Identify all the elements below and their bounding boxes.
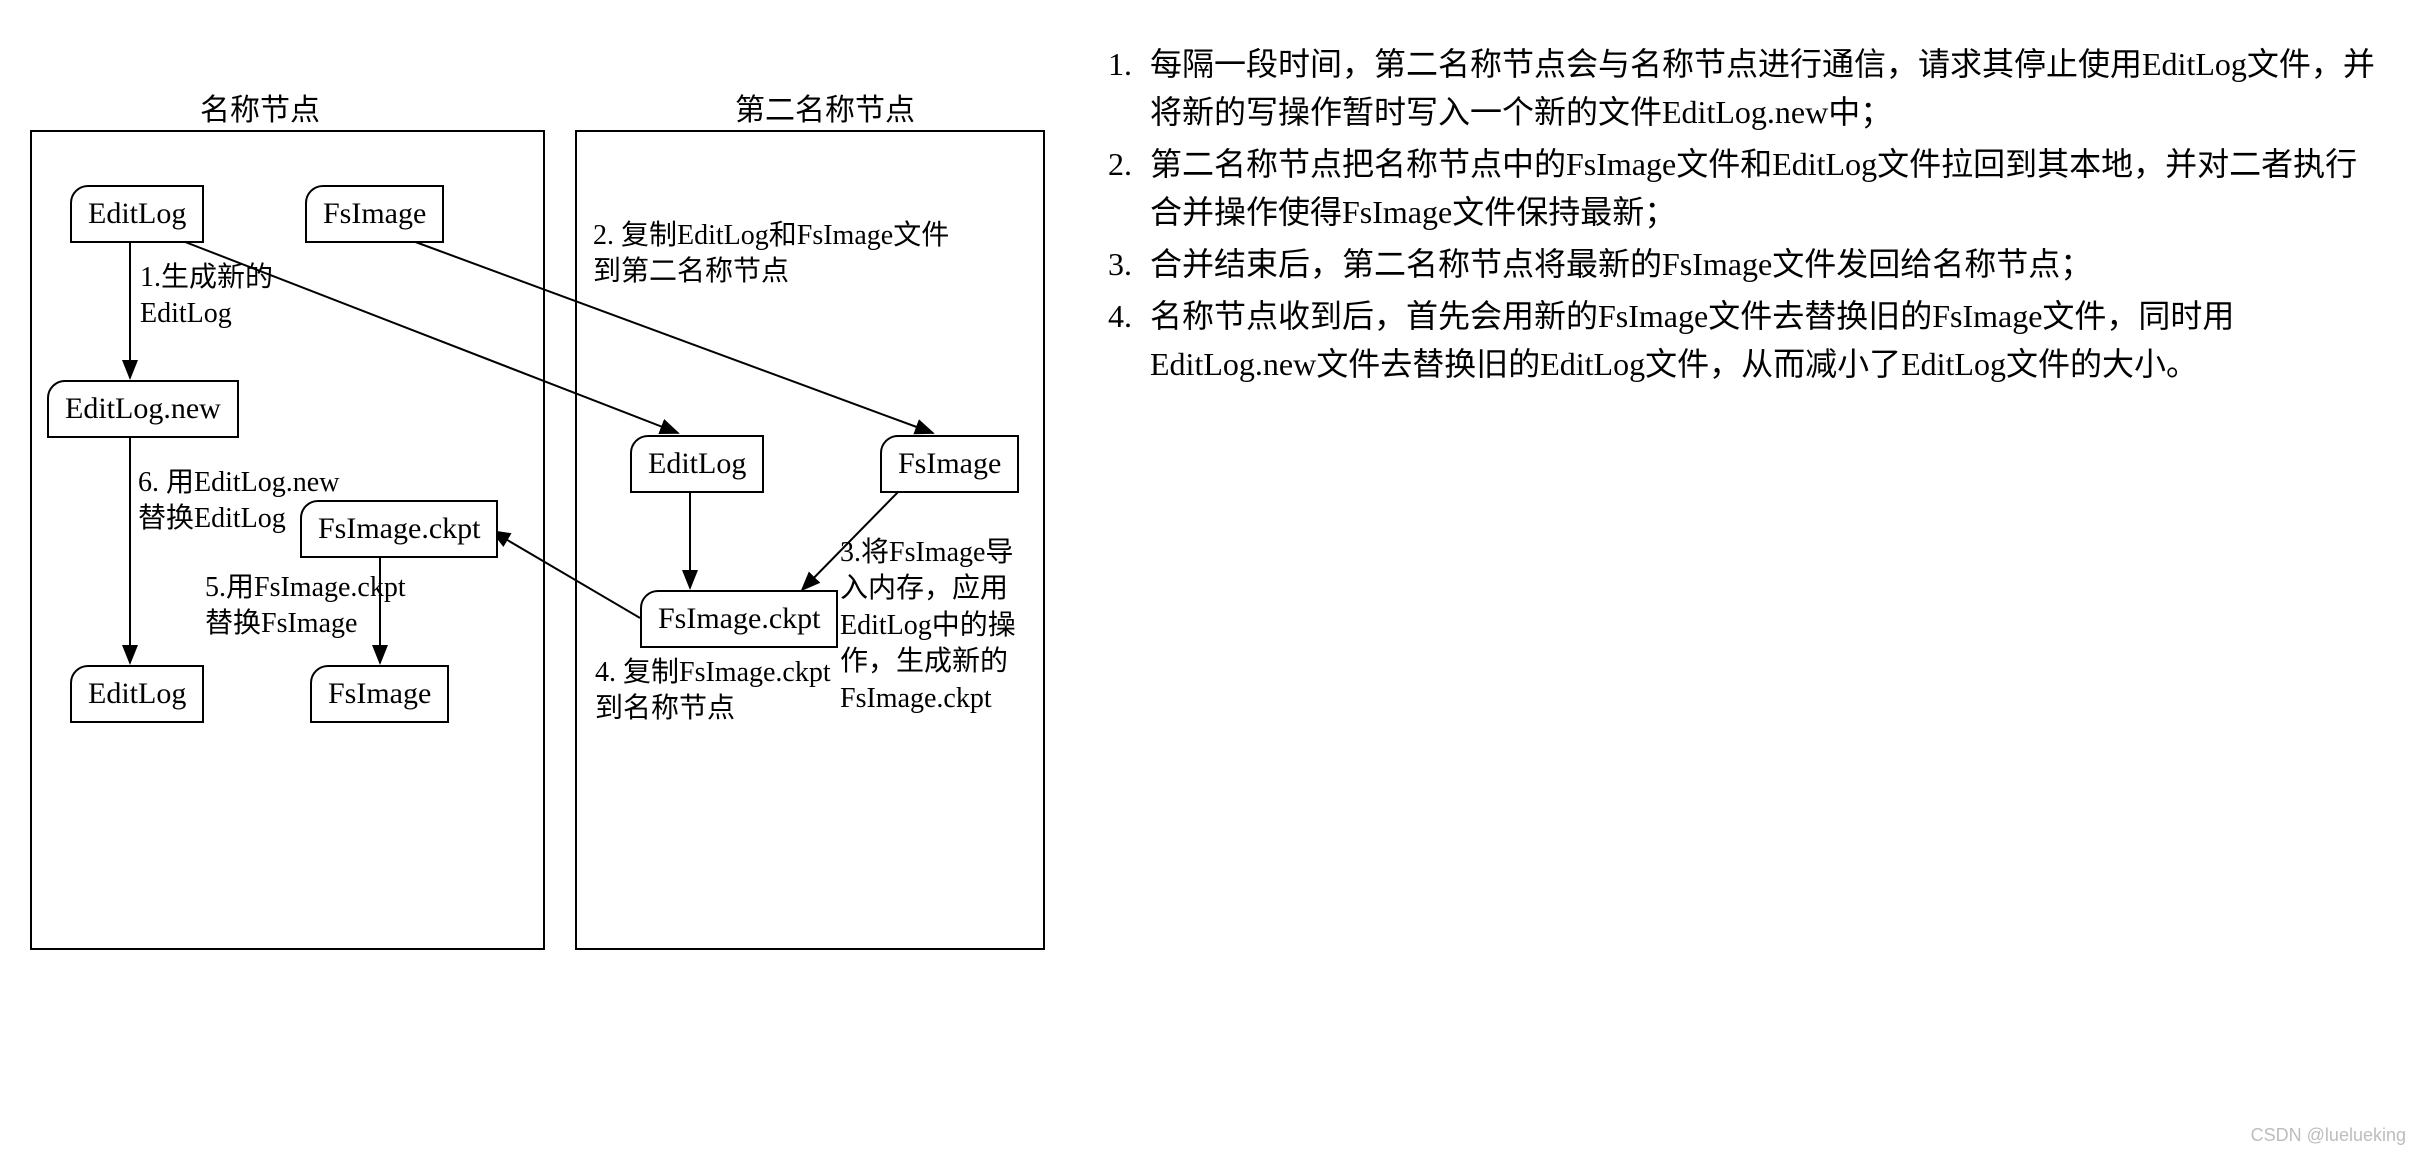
step-item-4: 名称节点收到后，首先会用新的FsImage文件去替换旧的FsImage文件，同时… <box>1140 292 2385 388</box>
label-step6-a: 6. 用EditLog.new <box>138 467 339 498</box>
node-fsimage-top: FsImage <box>305 185 444 243</box>
label-step1: 1.生成新的 EditLog <box>140 260 273 333</box>
label-step3-e: FsImage.ckpt <box>840 683 992 714</box>
label-step2-a: 2. 复制EditLog和FsImage文件 <box>593 220 949 251</box>
label-step4-b: 到名称节点 <box>595 693 735 724</box>
node-editlog-bottom: EditLog <box>70 665 204 723</box>
steps-panel: 每隔一段时间，第二名称节点会与名称节点进行通信，请求其停止使用EditLog文件… <box>1085 40 2385 392</box>
node-fsimage-right: FsImage <box>880 435 1019 493</box>
node-fsimage-bottom: FsImage <box>310 665 449 723</box>
label-step2: 2. 复制EditLog和FsImage文件 到第二名称节点 <box>593 218 949 291</box>
label-step3: 3.将FsImage导 入内存，应用 EditLog中的操 作，生成新的 FsI… <box>840 535 1016 717</box>
label-step6-b: 替换EditLog <box>138 503 286 534</box>
panel-right-title: 第二名称节点 <box>735 85 915 129</box>
step-item-2: 第二名称节点把名称节点中的FsImage文件和EditLog文件拉回到其本地，并… <box>1140 140 2385 236</box>
steps-list: 每隔一段时间，第二名称节点会与名称节点进行通信，请求其停止使用EditLog文件… <box>1085 40 2385 388</box>
label-step1-b: EditLog <box>140 298 232 329</box>
label-step6: 6. 用EditLog.new 替换EditLog <box>138 465 339 538</box>
step-item-3: 合并结束后，第二名称节点将最新的FsImage文件发回给名称节点； <box>1140 240 2385 288</box>
root-container: 名称节点 第二名称节点 EditLog FsImage EditLog.new <box>0 0 2424 1158</box>
panel-left-title: 名称节点 <box>200 85 320 129</box>
node-editlog-top: EditLog <box>70 185 204 243</box>
label-step5-b: 替换FsImage <box>205 608 357 639</box>
watermark: CSDN @luelueking <box>2251 1125 2406 1146</box>
label-step5-a: 5.用FsImage.ckpt <box>205 572 406 603</box>
label-step1-a: 1.生成新的 <box>140 262 273 293</box>
node-editlog-new: EditLog.new <box>47 380 239 438</box>
label-step5: 5.用FsImage.ckpt 替换FsImage <box>205 570 406 643</box>
label-step3-b: 入内存，应用 <box>840 573 1008 604</box>
label-step4-a: 4. 复制FsImage.ckpt <box>595 657 831 688</box>
node-fsimage-ckpt-right: FsImage.ckpt <box>640 590 838 648</box>
label-step2-b: 到第二名称节点 <box>593 256 789 287</box>
node-editlog-right: EditLog <box>630 435 764 493</box>
diagram-area: 名称节点 第二名称节点 EditLog FsImage EditLog.new <box>0 0 1070 1158</box>
label-step3-c: EditLog中的操 <box>840 610 1016 641</box>
label-step3-d: 作，生成新的 <box>840 646 1008 677</box>
step-item-1: 每隔一段时间，第二名称节点会与名称节点进行通信，请求其停止使用EditLog文件… <box>1140 40 2385 136</box>
label-step4: 4. 复制FsImage.ckpt 到名称节点 <box>595 655 831 728</box>
label-step3-a: 3.将FsImage导 <box>840 537 1013 568</box>
